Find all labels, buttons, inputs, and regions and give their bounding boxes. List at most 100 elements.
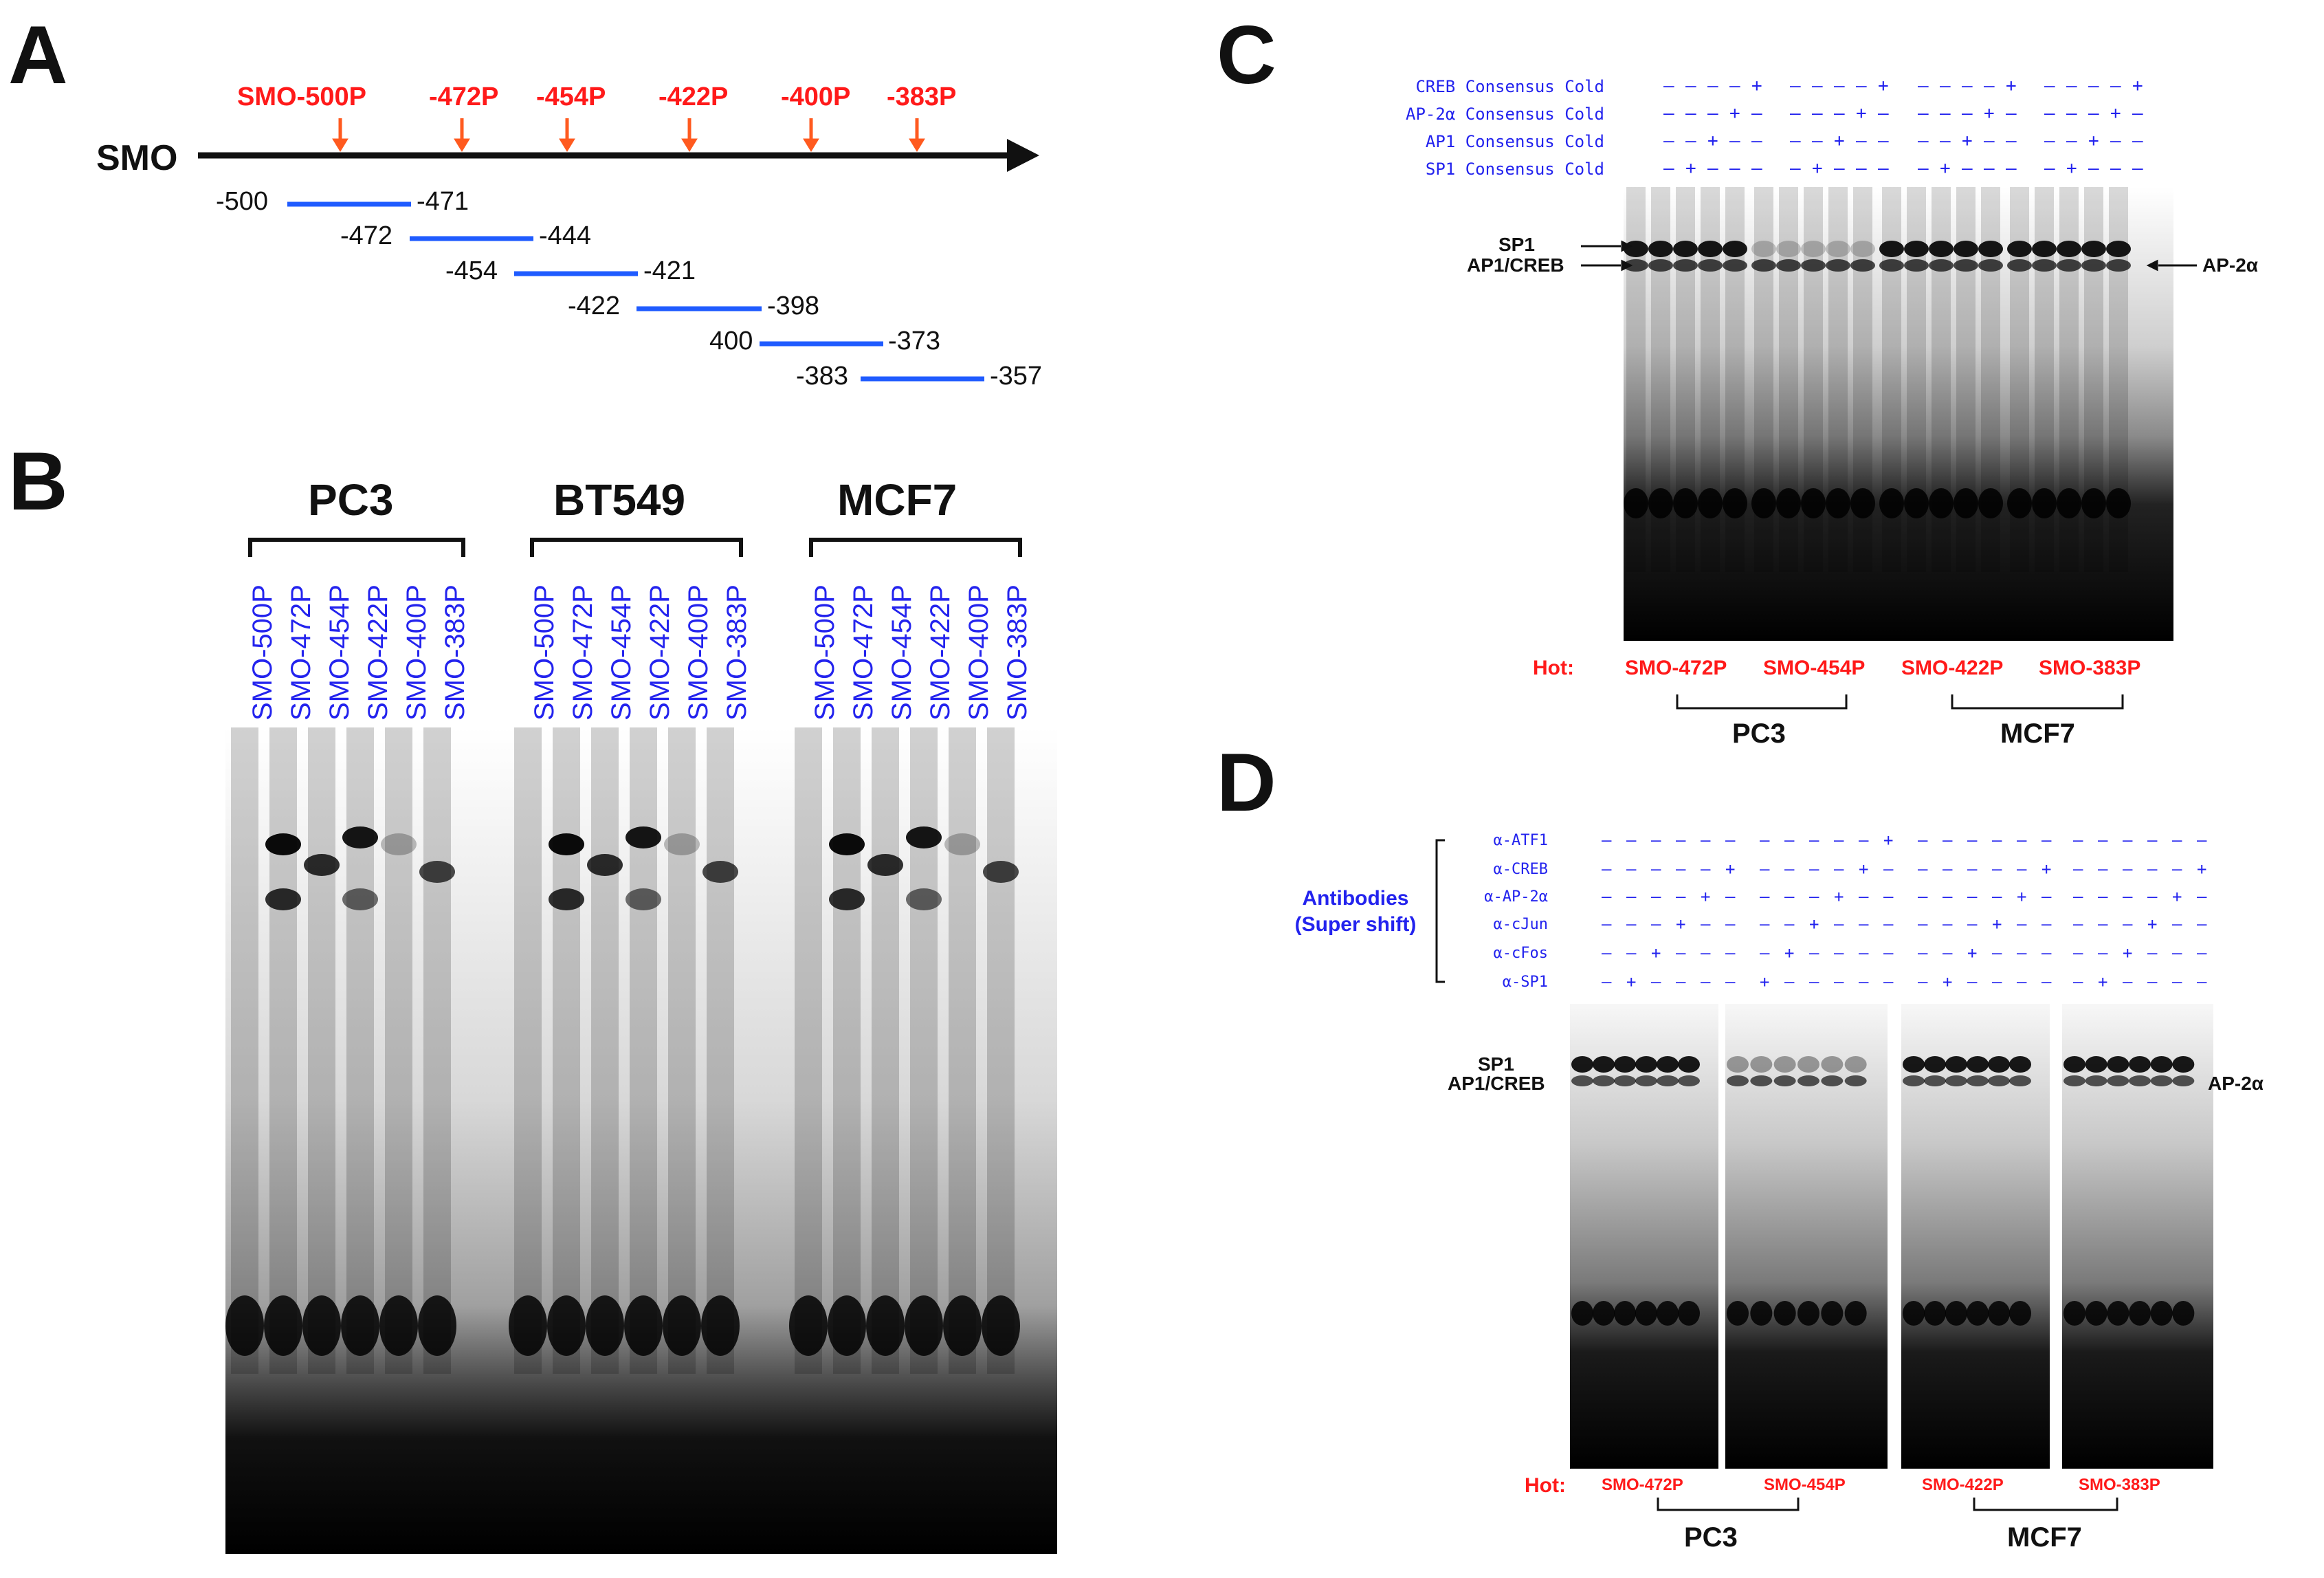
condition-mark: – — [1918, 831, 1928, 850]
condition-mark: – — [2073, 887, 2083, 906]
sp1-band — [2057, 241, 2081, 257]
condition-mark: – — [2017, 972, 2027, 991]
c-condition-label: CREB Consensus Cold — [1415, 77, 1604, 96]
gel-background — [225, 727, 1057, 1554]
condition-mark: – — [2041, 943, 2052, 963]
shifted-band — [549, 888, 584, 910]
condition-mark: – — [1729, 76, 1740, 96]
cell-label: PC3 — [1732, 719, 1786, 749]
hot-label-c: Hot: — [1533, 657, 1574, 679]
condition-mark: + — [2172, 887, 2182, 906]
free-probe-band — [1776, 488, 1801, 518]
free-probe-band — [1978, 488, 2003, 518]
ap1-band — [1657, 1075, 1679, 1086]
site-label: -400P — [781, 83, 851, 111]
cell-line-label: MCF7 — [837, 475, 958, 525]
condition-mark: – — [1707, 158, 1718, 179]
condition-mark: – — [2098, 914, 2108, 934]
condition-mark: – — [2044, 76, 2055, 96]
ap1-band — [1635, 1075, 1657, 1086]
condition-mark: – — [2017, 943, 2027, 963]
condition-mark: – — [1878, 131, 1889, 151]
condition-mark: – — [1918, 131, 1929, 151]
condition-mark: – — [1834, 76, 1845, 96]
probe-lines — [287, 201, 984, 382]
condition-mark: – — [1626, 943, 1637, 963]
shifted-band — [983, 861, 1019, 883]
condition-mark: – — [1809, 859, 1819, 879]
gene-label: SMO — [96, 138, 178, 178]
condition-mark: – — [1962, 103, 1973, 124]
free-probe-band — [663, 1295, 701, 1356]
ap1-band — [1879, 259, 1904, 272]
sp1-band — [1657, 1056, 1679, 1073]
condition-mark: – — [1701, 972, 1711, 991]
condition-mark: + — [1707, 131, 1718, 151]
condition-mark: + — [1812, 158, 1823, 179]
gel-lane — [423, 727, 451, 1374]
condition-mark: – — [1602, 914, 1612, 934]
gel-lane — [308, 727, 335, 1374]
condition-mark: – — [1676, 831, 1686, 850]
sp1-band — [1945, 1056, 1967, 1073]
free-probe-band — [982, 1295, 1020, 1356]
probe-label: SMO-472P — [1602, 1476, 1683, 1494]
free-probe-band — [1773, 1301, 1796, 1326]
free-probe-band — [1988, 1301, 2010, 1326]
sp1-band — [1776, 241, 1801, 257]
free-probe-band — [1635, 1301, 1657, 1326]
condition-mark: – — [1883, 943, 1894, 963]
condition-mark: – — [1663, 131, 1674, 151]
condition-mark: – — [1809, 943, 1819, 963]
shifted-band — [906, 888, 942, 910]
shifted-band — [867, 854, 903, 876]
sp1-band — [1978, 241, 2003, 257]
condition-mark: – — [1725, 943, 1736, 963]
gel-lane — [795, 727, 822, 1374]
ap1-band — [1978, 259, 2003, 272]
free-probe-band — [2081, 488, 2106, 518]
condition-mark: – — [1790, 76, 1801, 96]
condition-mark: – — [1626, 859, 1637, 879]
condition-mark: – — [1883, 914, 1894, 934]
gel-lane — [385, 727, 412, 1374]
free-probe-band — [1678, 1301, 1700, 1326]
ap1-band — [1624, 259, 1648, 272]
ap1-band — [2107, 1075, 2129, 1086]
gel-lane — [949, 727, 976, 1374]
shifted-band — [587, 854, 623, 876]
condition-mark: – — [1701, 831, 1711, 850]
antibodies-title-line1: Antibodies — [1302, 887, 1409, 910]
sp1-band — [1924, 1056, 1946, 1073]
condition-mark: – — [1878, 158, 1889, 179]
condition-mark: – — [2123, 914, 2133, 934]
free-probe-band — [2106, 488, 2131, 518]
ap1-band — [1801, 259, 1826, 272]
probe-end: -421 — [643, 256, 696, 285]
condition-mark: – — [1790, 103, 1801, 124]
probe-start: 400 — [709, 327, 753, 355]
free-probe-band — [547, 1295, 586, 1356]
sp1-band — [1698, 241, 1723, 257]
condition-mark: – — [1918, 76, 1929, 96]
condition-mark: – — [1707, 76, 1718, 96]
d-condition-label: α-cJun — [1493, 916, 1548, 933]
shifted-band — [381, 833, 417, 855]
free-probe-band — [1797, 1301, 1819, 1326]
ap1-band — [1673, 259, 1698, 272]
probe-end: -444 — [539, 221, 592, 250]
condition-mark: – — [1883, 972, 1894, 991]
gel-c — [1624, 187, 2173, 641]
condition-mark: – — [2132, 103, 2143, 124]
condition-mark: – — [1602, 887, 1612, 906]
ap1-band — [1904, 259, 1929, 272]
ap1-band — [1727, 1075, 1749, 1086]
condition-mark: – — [2006, 158, 2017, 179]
ap1-band — [1648, 259, 1673, 272]
band-label-sp1: SP1 — [1478, 1053, 1514, 1075]
condition-mark: – — [1651, 831, 1661, 850]
condition-mark: – — [2098, 943, 2108, 963]
gel-block — [1570, 1004, 1718, 1469]
shifted-band — [664, 833, 700, 855]
condition-mark: – — [1809, 831, 1819, 850]
